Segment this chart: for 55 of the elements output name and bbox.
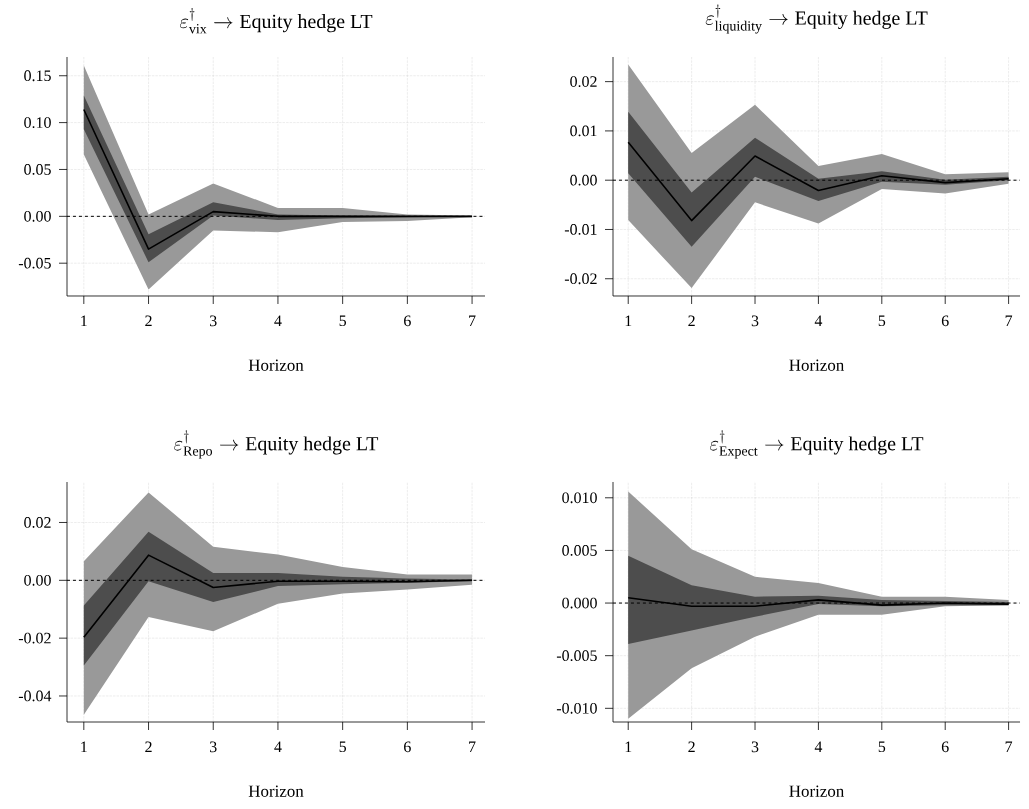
y-tick-label: 0.02 bbox=[24, 517, 51, 528]
x-tick-label: 5 bbox=[878, 741, 886, 753]
x-tick-label: 5 bbox=[339, 741, 347, 753]
x-tick-label: 3 bbox=[751, 315, 759, 327]
x-tick-label: 4 bbox=[274, 315, 282, 327]
y-tick-label: 0.010 bbox=[562, 492, 597, 504]
x-tick-label: 7 bbox=[469, 741, 476, 752]
x-tick-label: 6 bbox=[941, 315, 949, 327]
x-tick-label: 5 bbox=[878, 315, 886, 327]
y-tick-label: 0.00 bbox=[24, 210, 51, 222]
x-tick-label: 1 bbox=[625, 315, 632, 327]
x-tick-label: 2 bbox=[145, 315, 152, 327]
x-tick-label: 3 bbox=[751, 741, 759, 753]
y-tick-label: 0.05 bbox=[24, 164, 51, 175]
x-axis-title: Horizon bbox=[248, 359, 304, 371]
y-tick-label: 0.00 bbox=[570, 174, 597, 186]
x-tick-label: 1 bbox=[81, 741, 87, 753]
x-tick-label: 3 bbox=[210, 741, 217, 753]
x-axis-title: Horizon bbox=[789, 359, 845, 371]
chart-title: $\varepsilon^{\dagger}_{\text{Expect}} \rightarrow \text{Equity hedge LT}$ bbox=[710, 430, 924, 459]
y-tick-label: -0.02 bbox=[18, 632, 51, 644]
x-axis-title: Horizon bbox=[789, 785, 845, 797]
y-tick-label: -0.02 bbox=[564, 273, 597, 285]
x-axis-title: Horizon bbox=[248, 785, 304, 797]
x-tick-label: 3 bbox=[210, 315, 217, 327]
chart-title: $\varepsilon^{\dagger}_{\text{liquidity}} \rightarrow \text{Equity hedge LT}$ bbox=[705, 4, 928, 34]
x-tick-label: 6 bbox=[404, 741, 411, 753]
y-tick-label: 0.15 bbox=[24, 70, 51, 82]
x-tick-label: 6 bbox=[941, 741, 949, 753]
y-tick-label: 0.10 bbox=[24, 117, 51, 129]
chart-title: $\varepsilon^{\dagger}_{\text{Repo}} \rightarrow \text{Equity hedge LT}$ bbox=[174, 430, 379, 459]
y-tick-label: -0.005 bbox=[556, 650, 597, 662]
x-tick-label: 1 bbox=[81, 315, 87, 327]
x-tick-label: 7 bbox=[469, 315, 476, 326]
x-tick-label: 2 bbox=[688, 741, 695, 753]
y-tick-label: -0.01 bbox=[564, 224, 597, 235]
y-tick-label: -0.010 bbox=[556, 702, 597, 714]
x-tick-label: 4 bbox=[274, 741, 282, 753]
x-tick-label: 6 bbox=[404, 315, 411, 327]
y-tick-label: -0.04 bbox=[18, 690, 52, 702]
y-tick-label: -0.05 bbox=[18, 257, 51, 269]
x-tick-label: 2 bbox=[145, 741, 152, 753]
x-tick-label: 7 bbox=[1005, 315, 1013, 326]
x-tick-label: 1 bbox=[625, 741, 632, 753]
x-tick-label: 5 bbox=[339, 315, 347, 327]
x-tick-label: 4 bbox=[814, 315, 823, 327]
x-tick-label: 2 bbox=[688, 315, 695, 327]
y-tick-label: 0.000 bbox=[562, 597, 597, 609]
y-tick-label: 0.005 bbox=[562, 545, 597, 556]
y-tick-label: 0.02 bbox=[570, 76, 597, 88]
y-tick-label: 0.00 bbox=[24, 574, 51, 586]
chart-title: $\varepsilon^{\dagger}_{\text{vix}} \rightarrow \text{Equity hedge LT}$ bbox=[179, 7, 373, 34]
y-tick-label: 0.01 bbox=[570, 125, 597, 137]
x-tick-label: 7 bbox=[1005, 741, 1013, 752]
x-tick-label: 4 bbox=[814, 741, 823, 753]
